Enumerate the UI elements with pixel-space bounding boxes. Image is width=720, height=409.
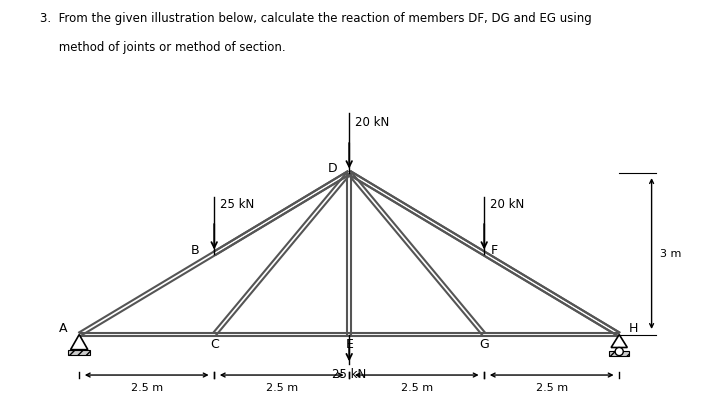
Text: 3.  From the given illustration below, calculate the reaction of members DF, DG : 3. From the given illustration below, ca… xyxy=(40,12,591,25)
Text: F: F xyxy=(491,244,498,257)
Text: 20 kN: 20 kN xyxy=(490,198,524,211)
Text: D: D xyxy=(328,162,337,175)
Text: 25 kN: 25 kN xyxy=(332,368,366,381)
Text: 20 kN: 20 kN xyxy=(354,116,389,129)
Text: H: H xyxy=(629,321,639,335)
Text: A: A xyxy=(59,321,68,335)
Text: 2.5 m: 2.5 m xyxy=(266,382,298,393)
Text: G: G xyxy=(480,338,489,351)
Text: C: C xyxy=(210,338,219,351)
Bar xyxy=(68,350,90,355)
Text: 2.5 m: 2.5 m xyxy=(130,382,163,393)
Polygon shape xyxy=(611,335,627,348)
Text: 25 kN: 25 kN xyxy=(220,198,254,211)
Text: 2.5 m: 2.5 m xyxy=(536,382,568,393)
Text: E: E xyxy=(346,338,353,351)
Text: B: B xyxy=(191,244,199,257)
Polygon shape xyxy=(71,335,88,350)
Text: method of joints or method of section.: method of joints or method of section. xyxy=(40,41,285,54)
Text: 2.5 m: 2.5 m xyxy=(400,382,433,393)
Text: 3 m: 3 m xyxy=(660,249,681,258)
Circle shape xyxy=(615,348,624,355)
Bar xyxy=(609,351,629,356)
